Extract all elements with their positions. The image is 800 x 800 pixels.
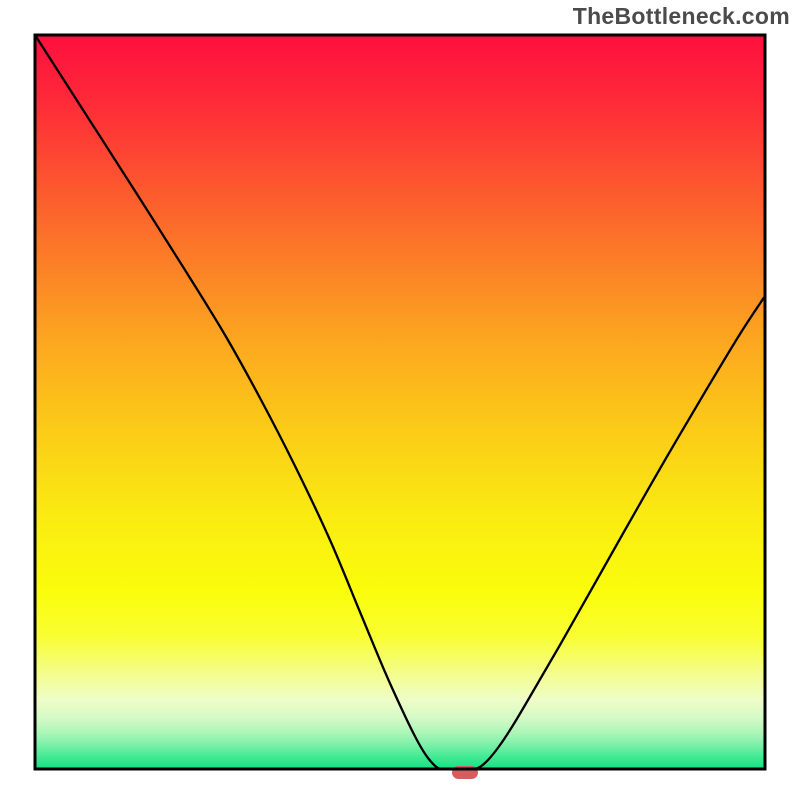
chart-background: [35, 35, 765, 769]
bottleneck-chart: [0, 0, 800, 800]
chart-svg: [0, 0, 800, 800]
